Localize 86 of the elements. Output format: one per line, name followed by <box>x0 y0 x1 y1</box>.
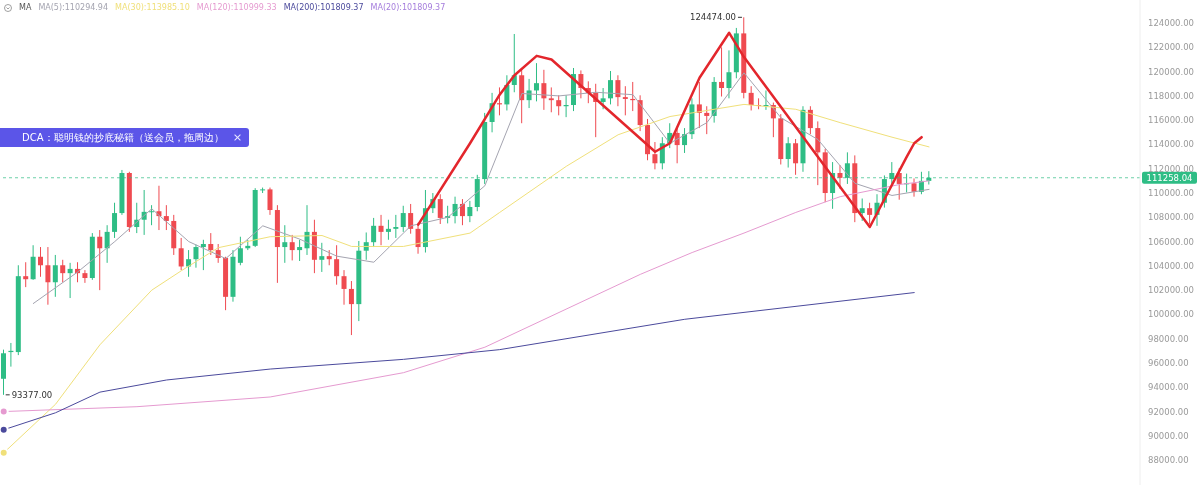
annotation: DCA：聪明钱的抄底秘籍（送会员，拖周边） <box>22 130 224 145</box>
candlestick <box>378 214 384 246</box>
candlestick <box>615 74 621 107</box>
y-tick-label: 112000.00 <box>1148 163 1194 174</box>
line-series <box>417 31 923 229</box>
y-tick-label: 94000.00 <box>1148 382 1189 393</box>
candlestick <box>82 269 88 284</box>
annotation: 124474.00 <box>689 12 736 23</box>
candlestick <box>348 280 354 336</box>
candlestick <box>97 229 103 291</box>
candlestick <box>163 204 169 231</box>
y-tick-label: 120000.00 <box>1148 66 1194 77</box>
y-tick-label: 90000.00 <box>1148 430 1189 441</box>
text: MA(120):110999.33 <box>196 3 277 12</box>
candlestick <box>67 262 73 299</box>
y-tick-label: 124000.00 <box>1148 18 1194 29</box>
candlestick <box>548 86 554 113</box>
candlestick <box>408 203 414 235</box>
y-tick-label: 122000.00 <box>1148 42 1194 53</box>
candlestick <box>208 232 214 256</box>
candlestick <box>178 237 184 271</box>
y-tick-label: 116000.00 <box>1148 115 1194 126</box>
candlestick <box>371 217 377 248</box>
candlestick <box>652 141 658 170</box>
legend-title: MA <box>19 3 32 12</box>
candlestick <box>45 246 51 306</box>
text: MA(200):101809.37 <box>283 3 364 12</box>
candlestick <box>237 236 243 266</box>
candlestick <box>393 214 399 239</box>
candlestick <box>112 202 118 239</box>
candlestick <box>837 164 843 190</box>
candlestick <box>23 261 29 288</box>
candlestick <box>334 244 340 286</box>
candlestick <box>341 269 347 306</box>
y-tick-label: 92000.00 <box>1148 406 1189 417</box>
candlestick <box>319 242 325 273</box>
candlestick <box>622 85 628 116</box>
candlestick <box>726 49 732 99</box>
y-tick-label: 118000.00 <box>1148 90 1194 101</box>
y-tick-label: 88000.00 <box>1148 455 1189 466</box>
candlestick <box>793 138 799 176</box>
y-tick-label: 110000.00 <box>1148 188 1194 199</box>
candlestick <box>807 105 813 135</box>
candlestick <box>867 202 873 225</box>
candlestick <box>104 224 110 264</box>
annotation: 93377.00 <box>11 389 53 400</box>
candlestick <box>289 234 295 261</box>
candlestick <box>400 205 406 233</box>
candlestick <box>282 224 288 264</box>
candlestick <box>608 70 614 105</box>
ref-line-label: 111258.04 <box>1146 172 1193 183</box>
candlestick <box>467 200 473 223</box>
y-tick-label: 98000.00 <box>1148 333 1189 344</box>
text: MA(30):113985.10 <box>115 3 190 12</box>
candlestick <box>696 81 702 129</box>
y-tick-label: 114000.00 <box>1148 139 1194 150</box>
text: MA(5):110294.94 <box>38 3 109 12</box>
promo-banner: DCA：聪明钱的抄底秘籍（送会员，拖周边） <box>0 128 249 147</box>
candlestick <box>437 193 443 225</box>
candlestick <box>911 177 917 198</box>
candlestick <box>600 87 606 110</box>
candlestick <box>533 62 539 102</box>
candlestick <box>556 94 562 116</box>
y-tick-label: 108000.00 <box>1148 212 1194 223</box>
y-tick-label: 102000.00 <box>1148 285 1194 296</box>
y-tick-label: 104000.00 <box>1148 260 1194 271</box>
candlestick <box>363 231 369 261</box>
candlestick <box>38 246 44 278</box>
annotation: MA(20):101809.37 <box>370 3 446 12</box>
candlestick <box>52 254 58 298</box>
candlestick <box>297 239 303 262</box>
y-tick-label: 106000.00 <box>1148 236 1194 247</box>
candlestick <box>748 85 754 111</box>
y-tick-label: 96000.00 <box>1148 358 1189 369</box>
candlestick <box>763 89 769 111</box>
candlestick <box>859 197 865 222</box>
candlestick <box>704 105 710 135</box>
candlestick <box>385 219 391 241</box>
y-tick-label: 100000.00 <box>1148 309 1194 320</box>
candlestick <box>267 187 273 216</box>
candlestick <box>785 136 791 169</box>
candlestick <box>719 46 725 98</box>
candlestick <box>30 244 36 281</box>
candlestick <box>193 244 199 269</box>
candlestick <box>200 239 206 271</box>
candlestick <box>60 259 66 283</box>
